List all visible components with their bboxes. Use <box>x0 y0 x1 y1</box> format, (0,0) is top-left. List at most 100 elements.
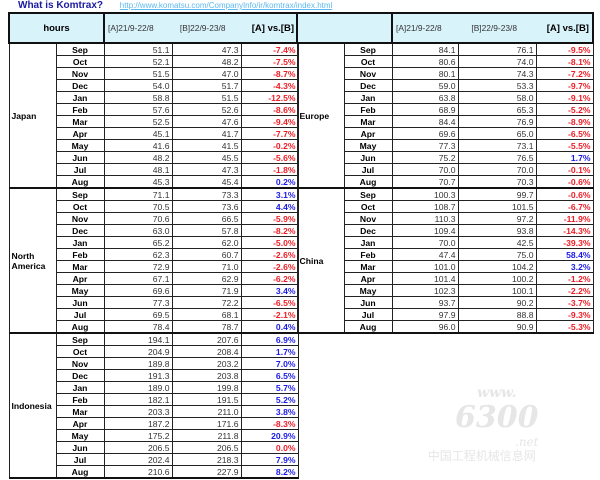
value-a-cell: 202.4 <box>103 453 173 466</box>
change-cell: 8.2% <box>240 465 299 479</box>
change-cell: -5.9% <box>240 212 299 225</box>
value-b-cell: 47.0 <box>171 67 242 80</box>
value-a-cell: 101.0 <box>391 260 459 273</box>
value-b-cell: 70.0 <box>457 163 537 176</box>
value-a-cell: 52.1 <box>103 55 173 68</box>
change-cell: -0.1% <box>535 163 594 176</box>
change-cell: -14.3% <box>535 224 594 237</box>
month-cell: Jul <box>343 163 393 176</box>
value-a-cell: 96.0 <box>391 320 459 334</box>
value-b-cell: 57.8 <box>171 224 242 237</box>
month-cell: Jan <box>55 91 105 104</box>
table-row: May 41.6 41.5 -0.2% <box>9 139 299 152</box>
col-b-header: [B]22/9-23/8 <box>471 22 518 33</box>
value-b-cell: 41.5 <box>171 139 242 152</box>
change-cell: 58.4% <box>535 248 594 261</box>
change-cell: -7.2% <box>535 67 594 80</box>
change-cell: -9.4% <box>240 115 299 128</box>
month-cell: Feb <box>55 103 105 116</box>
month-cell: Dec <box>343 224 393 237</box>
month-cell: Apr <box>343 272 393 285</box>
value-a-cell: 101.4 <box>391 272 459 285</box>
value-b-cell: 208.4 <box>171 345 242 358</box>
komtrax-link[interactable]: http://www.komatsu.com/CompanyInfo/ir/ko… <box>119 1 333 10</box>
value-a-cell: 65.2 <box>103 236 173 249</box>
month-cell: Oct <box>343 55 393 68</box>
table-row: Nov 189.8 203.2 7.0% <box>9 357 299 370</box>
change-cell: -0.6% <box>535 187 594 201</box>
value-a-cell: 109.4 <box>391 224 459 237</box>
col-a-header: [A]21/9-22/8 <box>396 22 442 33</box>
month-cell: Nov <box>55 67 105 80</box>
value-b-cell: 99.7 <box>457 187 537 201</box>
month-cell: Oct <box>55 345 105 358</box>
month-cell: Mar <box>343 260 393 273</box>
month-cell: Mar <box>55 260 105 273</box>
month-cell: Mar <box>55 115 105 128</box>
value-a-cell: 57.6 <box>103 103 173 116</box>
komtrax-question[interactable]: What is Komtrax? <box>18 0 104 11</box>
value-b-cell: 65.3 <box>457 103 537 116</box>
table-row: Feb 182.1 191.5 5.2% <box>9 393 299 406</box>
table-row: Mar 72.9 71.0 -2.6% <box>9 260 299 273</box>
change-cell: 7.0% <box>240 357 299 370</box>
table-row: Apr 69.6 65.0 -6.5% <box>297 127 594 140</box>
value-a-cell: 69.6 <box>103 284 173 297</box>
value-a-cell: 189.8 <box>103 357 173 370</box>
month-cell: Jul <box>55 308 105 321</box>
value-a-cell: 68.9 <box>391 103 459 116</box>
value-a-cell: 48.1 <box>103 163 173 176</box>
month-cell: Sep <box>55 187 105 201</box>
change-cell: -9.1% <box>535 91 594 104</box>
value-a-cell: 51.5 <box>103 67 173 80</box>
change-cell: -7.7% <box>240 127 299 140</box>
header-row: [A]21/9-22/8 [B]22/9-23/8 [A] vs.[B] <box>296 12 594 44</box>
value-b-cell: 51.5 <box>171 91 242 104</box>
table-row: Aug 70.7 70.3 -0.6% <box>297 175 594 189</box>
month-cell: Apr <box>55 417 105 430</box>
month-cell: Dec <box>55 224 105 237</box>
change-cell: 1.7% <box>240 345 299 358</box>
change-cell: -8.1% <box>535 55 594 68</box>
value-a-cell: 54.0 <box>103 79 173 92</box>
value-a-cell: 52.5 <box>103 115 173 128</box>
value-a-cell: 102.3 <box>391 284 459 297</box>
value-a-cell: 51.1 <box>103 42 173 56</box>
table-row: Jul 70.0 70.0 -0.1% <box>297 163 594 176</box>
left-body: Japan Sep 51.1 47.3 -7.4% Oct 52.1 48.2 -7.5% Nov… <box>8 42 299 479</box>
month-cell: Aug <box>55 465 105 479</box>
change-cell: -9.7% <box>535 79 594 92</box>
value-b-cell: 211.0 <box>171 405 242 418</box>
value-a-cell: 206.5 <box>103 441 173 454</box>
table-row: Aug 45.3 45.4 0.2% <box>9 175 299 189</box>
col-a-header: [A]21/9-22/8 <box>108 22 154 33</box>
month-cell: May <box>55 139 105 152</box>
value-b-cell: 74.3 <box>457 67 537 80</box>
change-cell: 3.8% <box>240 405 299 418</box>
table-row: Aug 78.4 78.7 0.4% <box>9 320 299 334</box>
col-c-header: [A] vs.[B] <box>251 22 294 34</box>
value-a-cell: 41.6 <box>103 139 173 152</box>
value-a-cell: 63.8 <box>391 91 459 104</box>
table-row: Feb 57.6 52.6 -8.6% <box>9 103 299 116</box>
change-cell: -7.4% <box>240 42 299 56</box>
change-cell: -1.8% <box>240 163 299 176</box>
month-cell: Jan <box>55 381 105 394</box>
top-links: What is Komtrax? http://www.komatsu.com/… <box>18 0 332 11</box>
table-row: Jul 48.1 47.3 -1.8% <box>9 163 299 176</box>
month-cell: Feb <box>55 248 105 261</box>
value-b-cell: 45.5 <box>171 151 242 164</box>
month-cell: Mar <box>55 405 105 418</box>
value-b-cell: 227.9 <box>171 465 242 479</box>
value-a-cell: 100.3 <box>391 187 459 201</box>
table-row: Aug 96.0 90.9 -5.3% <box>297 320 594 334</box>
value-b-cell: 101.5 <box>457 200 537 213</box>
table-row: Jun 75.2 76.5 1.7% <box>297 151 594 164</box>
value-b-cell: 75.0 <box>457 248 537 261</box>
value-b-cell: 100.2 <box>457 272 537 285</box>
change-cell: -4.3% <box>240 79 299 92</box>
change-cell: 0.0% <box>240 441 299 454</box>
value-b-cell: 74.0 <box>457 55 537 68</box>
table-row: Indonesia Sep 194.1 207.6 6.9% <box>8 332 299 479</box>
value-a-cell: 204.9 <box>103 345 173 358</box>
